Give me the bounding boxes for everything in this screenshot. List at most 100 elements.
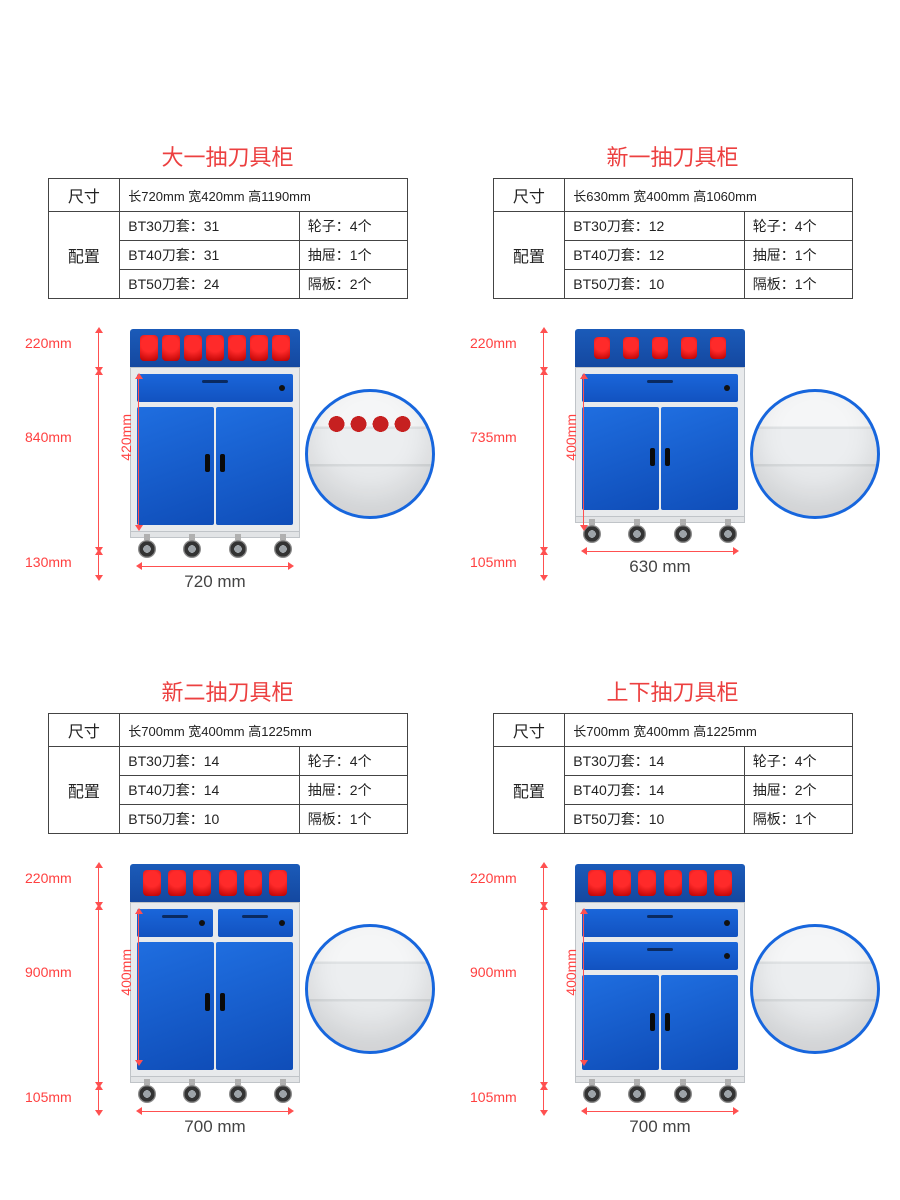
lock-icon — [724, 385, 730, 391]
drawer — [218, 909, 294, 937]
dim-line — [98, 331, 99, 369]
arrow-icon — [581, 547, 587, 555]
interior-inset — [305, 389, 435, 519]
bt-cell: BT50刀套：10 — [565, 270, 745, 299]
arrow-icon — [540, 1084, 548, 1090]
door-handle-icon — [220, 993, 225, 1011]
door-handle-icon — [665, 1013, 670, 1031]
cabinet-graphic — [575, 864, 745, 1105]
tool-tray — [575, 329, 745, 367]
bt-cell: BT30刀套：31 — [120, 212, 300, 241]
arrow-icon — [580, 1060, 588, 1066]
tool-holder-icon — [638, 870, 656, 896]
product-illustration: 220mm735mm105mm400mm630 mm — [465, 329, 880, 629]
spec-table: 尺寸长700mm 宽400mm 高1225mm配置BT30刀套：14轮子：4个B… — [48, 713, 408, 834]
bt-cell: BT40刀套：12 — [565, 241, 745, 270]
door-handle-icon — [650, 448, 655, 466]
dim-line — [138, 377, 139, 527]
dim-label-left: 220mm — [25, 870, 72, 886]
dim-line — [98, 373, 99, 549]
tool-holder-icon — [206, 335, 224, 361]
bt-cell: BT50刀套：10 — [120, 805, 300, 834]
width-text: 700 mm — [184, 1117, 245, 1136]
tool-holder-icon — [681, 337, 697, 359]
extra-cell: 轮子：4个 — [299, 212, 407, 241]
tool-holder-icon — [244, 870, 262, 896]
wheel-icon — [136, 538, 158, 560]
cabinet-door — [216, 942, 293, 1070]
tool-tray — [130, 329, 300, 367]
cabinet-graphic — [130, 864, 300, 1105]
bt-cell: BT30刀套：12 — [565, 212, 745, 241]
cabinet-body — [575, 367, 745, 517]
tool-holder-icon — [140, 335, 158, 361]
arrow-icon — [580, 525, 588, 531]
drawer-slot-icon — [647, 948, 673, 951]
arrow-icon — [288, 562, 294, 570]
config-label: 配置 — [493, 747, 565, 834]
wheel-icon — [717, 1083, 739, 1105]
dim-label-inner: 400mm — [563, 949, 579, 996]
extra-cell: 轮子：4个 — [744, 747, 852, 776]
lock-icon — [279, 920, 285, 926]
width-text: 700 mm — [629, 1117, 690, 1136]
dim-label-left: 220mm — [470, 870, 517, 886]
lock-icon — [724, 953, 730, 959]
size-value: 长720mm 宽420mm 高1190mm — [120, 179, 407, 212]
drawer-slot-icon — [162, 915, 188, 918]
cabinet-body — [130, 902, 300, 1077]
bt-cell: BT30刀套：14 — [120, 747, 300, 776]
wheel-icon — [672, 1083, 694, 1105]
cabinet-door — [582, 975, 659, 1070]
wheel-icon — [626, 1083, 648, 1105]
tool-holder-icon — [588, 870, 606, 896]
product-grid: 大一抽刀具柜尺寸长720mm 宽420mm 高1190mm配置BT30刀套：31… — [20, 140, 880, 1180]
dim-label-left: 900mm — [25, 964, 72, 980]
arrow-icon — [136, 1107, 142, 1115]
dim-label-left: 105mm — [470, 554, 517, 570]
arrow-icon — [95, 862, 103, 868]
arrow-icon — [135, 373, 143, 379]
bt-cell: BT40刀套：31 — [120, 241, 300, 270]
tool-holder-icon — [613, 870, 631, 896]
dim-label-left: 220mm — [470, 335, 517, 351]
product-title: 上下抽刀具柜 — [465, 675, 880, 707]
tool-holder-icon — [652, 337, 668, 359]
product-illustration: 220mm900mm105mm400mm700 mm — [465, 864, 880, 1164]
width-label: 720 mm — [140, 572, 290, 592]
wheels-row — [130, 1083, 300, 1105]
dim-line — [98, 1088, 99, 1112]
bt-cell: BT50刀套：24 — [120, 270, 300, 299]
dim-label-left: 840mm — [25, 429, 72, 445]
wheel-icon — [626, 523, 648, 545]
arrow-icon — [95, 327, 103, 333]
arrow-icon — [540, 1110, 548, 1116]
width-label: 700 mm — [140, 1117, 290, 1137]
arrow-icon — [733, 1107, 739, 1115]
extra-cell: 轮子：4个 — [299, 747, 407, 776]
tool-holder-icon — [272, 335, 290, 361]
drawer-slot-icon — [202, 380, 228, 383]
extra-cell: 轮子：4个 — [744, 212, 852, 241]
size-value: 长700mm 宽400mm 高1225mm — [565, 714, 852, 747]
drawer — [582, 374, 738, 402]
dim-line — [543, 331, 544, 369]
wheels-row — [575, 1083, 745, 1105]
arrow-icon — [95, 904, 103, 910]
wheel-icon — [581, 1083, 603, 1105]
drawer — [137, 909, 213, 937]
dim-line — [585, 1111, 735, 1112]
door-handle-icon — [650, 1013, 655, 1031]
lock-icon — [199, 920, 205, 926]
tool-holder-icon — [250, 335, 268, 361]
drawer-row — [582, 942, 738, 970]
tool-holder-icon — [228, 335, 246, 361]
interior-inset — [305, 924, 435, 1054]
arrow-icon — [95, 1084, 103, 1090]
drawer — [582, 942, 738, 970]
drawer-slot-icon — [647, 380, 673, 383]
dim-label-left: 220mm — [25, 335, 72, 351]
extra-cell: 抽屉：1个 — [299, 241, 407, 270]
door-handle-icon — [205, 454, 210, 472]
arrow-icon — [95, 1110, 103, 1116]
